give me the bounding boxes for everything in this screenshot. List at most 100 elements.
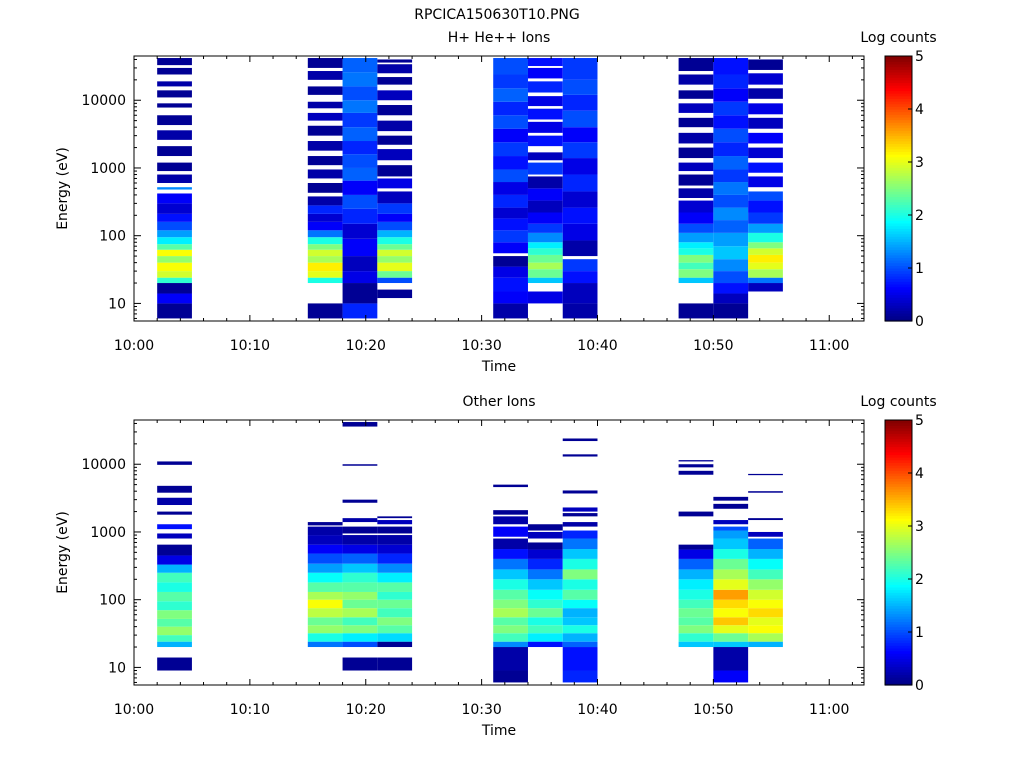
colorbar-segment — [885, 642, 912, 646]
heatmap-cell — [307, 213, 343, 222]
heatmap-cell — [157, 511, 192, 515]
heatmap-cell — [377, 135, 413, 145]
heatmap-cell — [493, 169, 528, 183]
colorbar-segment — [885, 109, 912, 113]
heatmap-cell — [342, 499, 378, 503]
colorbar-segment — [885, 531, 912, 535]
heatmap-cell — [307, 221, 343, 231]
colorbar-segment — [885, 669, 912, 673]
heatmap-cell — [713, 194, 749, 208]
y-axis-label: Energy (eV) — [55, 511, 71, 594]
heatmap-cell — [713, 293, 749, 304]
heatmap-cell — [678, 464, 714, 468]
heatmap-cell — [678, 549, 714, 559]
colorbar-segment — [885, 427, 912, 432]
heatmap-cell — [377, 178, 413, 189]
colorbar-segment — [885, 451, 912, 456]
heatmap-cell — [307, 249, 343, 257]
heatmap-cell — [527, 262, 563, 270]
colorbar-segment — [885, 549, 912, 554]
heatmap-cell — [342, 112, 378, 128]
heatmap-cell — [678, 269, 714, 278]
heatmap-cell — [527, 579, 563, 590]
colorbar-segment — [885, 212, 912, 216]
colorbar-segment — [885, 629, 912, 633]
x-tick-label: 10:50 — [693, 702, 733, 718]
colorbar-segment — [885, 576, 912, 580]
colorbar-segment — [885, 679, 912, 683]
heatmap-cell — [377, 544, 413, 554]
heatmap-cell — [678, 262, 714, 270]
heatmap-cell — [157, 572, 192, 583]
heatmap-cell — [157, 58, 192, 66]
heatmap-cell — [713, 670, 749, 683]
colorbar-segment — [885, 605, 912, 609]
heatmap-cell — [307, 633, 343, 642]
heatmap-cell — [307, 156, 343, 166]
heatmap-cell — [527, 608, 563, 618]
colorbar-segment — [885, 544, 912, 548]
figure-title: RPCICA150630T10.PNG — [414, 7, 579, 23]
heatmap-cell — [377, 526, 413, 534]
colorbar-segment — [885, 449, 912, 453]
heatmap-cell — [713, 496, 749, 501]
heatmap-cell — [493, 516, 528, 525]
y-tick-label: 100 — [99, 229, 126, 245]
colorbar-segment — [885, 79, 912, 84]
heatmap-cell — [713, 220, 749, 233]
heatmap-cell — [342, 617, 378, 626]
heatmap-cell — [748, 162, 783, 173]
heatmap-cell — [493, 670, 528, 683]
colorbar-segment — [885, 204, 912, 208]
colorbar-segment — [885, 289, 912, 293]
heatmap-cell — [493, 617, 528, 626]
colorbar-segment — [885, 236, 912, 240]
colorbar-segment — [885, 185, 912, 190]
heatmap-cell — [713, 74, 749, 89]
heatmap-cell — [342, 553, 378, 564]
heatmap-cell — [377, 149, 413, 161]
heatmap-cell — [342, 256, 378, 272]
colorbar-segment — [885, 119, 912, 123]
heatmap-cell — [748, 176, 783, 188]
colorbar-tick-label: 3 — [915, 155, 924, 171]
colorbar: 0 1 2 3 4 5 Log counts — [860, 394, 936, 694]
x-tick-label: 10:10 — [230, 338, 270, 354]
heatmap-cell — [527, 152, 563, 161]
heatmap-cell — [342, 633, 378, 642]
colorbar-segment — [885, 207, 912, 211]
heatmap-cell — [342, 238, 378, 257]
colorbar-segment — [885, 297, 912, 301]
colorbar-segment — [885, 462, 912, 466]
colorbar-segment — [885, 95, 912, 99]
heatmap-cell — [678, 212, 714, 224]
colorbar-segment — [885, 63, 912, 68]
heatmap-cell — [527, 291, 563, 304]
heatmap-cell — [157, 277, 192, 284]
heatmap-cell — [713, 526, 749, 531]
heatmap-cell — [527, 223, 563, 233]
heatmap-cell — [748, 200, 783, 213]
heatmap-cell — [678, 232, 714, 243]
heatmap-cell — [493, 569, 528, 580]
heatmap-cell — [342, 194, 378, 209]
colorbar-segment — [885, 555, 912, 559]
heatmap-cell — [377, 230, 413, 238]
heatmap-cell — [157, 115, 192, 126]
heatmap-cell — [527, 641, 563, 648]
colorbar-segment — [885, 244, 912, 248]
heatmap-cell — [562, 259, 598, 272]
heatmap-cell — [493, 291, 528, 304]
colorbar-segment — [885, 56, 912, 60]
heatmap-cell — [562, 58, 598, 80]
heatmap-cell — [377, 271, 413, 278]
heatmap-cell — [527, 569, 563, 580]
heatmap-cell — [342, 127, 378, 142]
colorbar-segment — [885, 294, 912, 298]
colorbar-segment — [885, 101, 912, 105]
colorbar-segment — [885, 510, 912, 514]
heatmap-cell — [678, 117, 714, 128]
heatmap-cell — [157, 81, 192, 87]
heatmap-cell — [377, 599, 413, 609]
colorbar-segment — [885, 69, 912, 73]
